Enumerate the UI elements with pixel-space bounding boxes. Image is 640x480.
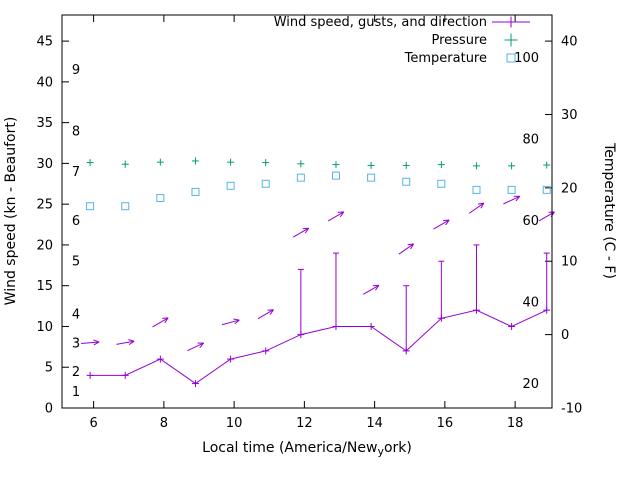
fahrenheit-scale-label: 80 bbox=[522, 132, 539, 147]
y-right-axis-title: Temperature (C - F) bbox=[601, 142, 617, 279]
wind-direction-arrowhead bbox=[267, 309, 274, 311]
x-tick-label: 8 bbox=[160, 416, 168, 431]
y-left-tick-label: 30 bbox=[36, 157, 53, 172]
wind-direction-arrow bbox=[81, 341, 100, 345]
wind-direction-arrow bbox=[398, 243, 414, 255]
y-right-tick-label: 10 bbox=[561, 255, 578, 270]
y-left-tick-label: 15 bbox=[36, 279, 53, 294]
beaufort-scale-label: 6 bbox=[72, 214, 80, 229]
pressure-legend-label: Pressure bbox=[431, 33, 487, 48]
x-tick-label: 12 bbox=[296, 416, 313, 431]
beaufort-scale-label: 2 bbox=[72, 365, 80, 380]
wind-direction-arrowhead bbox=[128, 339, 135, 342]
wind-direction-arrow bbox=[152, 317, 169, 328]
beaufort-scale-label: 3 bbox=[72, 336, 80, 351]
wind-direction-arrowhead bbox=[445, 219, 450, 226]
wind-direction-arrowhead bbox=[515, 195, 521, 202]
temperature-point-marker bbox=[472, 185, 481, 194]
wind-direction-arrowhead bbox=[164, 317, 169, 324]
y-left-tick-label: 25 bbox=[36, 198, 53, 213]
y-left-tick-label: 5 bbox=[45, 361, 53, 376]
wind-direction-arrowhead bbox=[477, 202, 484, 205]
y-right-tick-label: 30 bbox=[561, 108, 578, 123]
wind-direction-arrowhead bbox=[269, 309, 274, 315]
temperature-point-marker bbox=[156, 194, 165, 203]
wind-direction-arrow bbox=[363, 284, 380, 295]
beaufort-scale-label: 9 bbox=[72, 63, 80, 78]
beaufort-scale-label: 5 bbox=[72, 255, 80, 270]
wind-direction-arrow bbox=[257, 309, 274, 320]
beaufort-scale-label: 4 bbox=[72, 308, 80, 323]
temperature-legend-marker bbox=[506, 53, 516, 63]
wind-legend-label: Wind speed, gusts, and direction bbox=[274, 15, 487, 30]
y-left-tick-label: 35 bbox=[36, 116, 53, 131]
temperature-point-marker bbox=[226, 181, 235, 190]
wind-direction-arrowhead bbox=[480, 202, 485, 209]
temperature-point-marker bbox=[437, 179, 446, 188]
y-right-tick-label: -10 bbox=[561, 402, 582, 417]
wind-direction-arrowhead bbox=[304, 227, 310, 234]
wind-direction-arrow bbox=[292, 227, 309, 238]
wind-direction-arrow bbox=[221, 319, 240, 326]
wind-direction-arrowhead bbox=[410, 243, 415, 250]
temperature-point-marker bbox=[261, 179, 270, 188]
beaufort-scale-label: 8 bbox=[72, 124, 80, 139]
wind-direction-arrowhead bbox=[372, 284, 379, 287]
wind-direction-arrowhead bbox=[162, 317, 169, 319]
x-axis-title: Local time (America/Newyork) bbox=[202, 440, 412, 458]
wind-direction-arrowhead bbox=[233, 318, 240, 321]
temperature-point-marker bbox=[367, 173, 376, 182]
y-right-tick-label: 20 bbox=[561, 181, 578, 196]
wind-direction-arrowhead bbox=[93, 341, 100, 346]
y-left-tick-label: 10 bbox=[36, 320, 53, 335]
wind-direction-arrowhead bbox=[407, 243, 414, 246]
y-left-tick-label: 45 bbox=[36, 35, 53, 50]
wind-direction-arrowhead bbox=[302, 227, 309, 230]
wind-direction-arrowhead bbox=[234, 319, 240, 325]
plot-border bbox=[61, 14, 553, 409]
y-left-tick-label: 20 bbox=[36, 238, 53, 253]
y-left-tick-label: 40 bbox=[36, 75, 53, 90]
wind-direction-arrowhead bbox=[375, 284, 380, 291]
y-left-axis-title: Wind speed (kn - Beaufort) bbox=[3, 117, 19, 306]
beaufort-scale-label: 1 bbox=[72, 385, 80, 400]
y-right-tick-label: 40 bbox=[561, 35, 578, 50]
temperature-point-marker bbox=[507, 185, 516, 194]
wind-direction-arrowhead bbox=[128, 340, 135, 346]
temperature-point-marker bbox=[86, 202, 95, 211]
wind-speed-line bbox=[90, 309, 547, 385]
temperature-point-marker bbox=[331, 171, 340, 180]
y-right-tick-label: 0 bbox=[561, 328, 569, 343]
wind-direction-arrowhead bbox=[339, 211, 345, 218]
wind-direction-arrow bbox=[116, 340, 135, 345]
fahrenheit-scale-label: 40 bbox=[522, 296, 539, 311]
temperature-point-marker bbox=[542, 185, 551, 194]
x-tick-label: 10 bbox=[226, 416, 243, 431]
wind-direction-arrowhead bbox=[443, 219, 450, 222]
wind-direction-arrowhead bbox=[93, 339, 100, 343]
wind-direction-arrow bbox=[468, 202, 485, 214]
temperature-point-marker bbox=[402, 177, 411, 186]
wind-direction-arrowhead bbox=[199, 342, 205, 348]
fahrenheit-scale-label: 100 bbox=[514, 51, 539, 66]
beaufort-scale-label: 7 bbox=[72, 165, 80, 180]
temperature-point-marker bbox=[191, 187, 200, 196]
wind-direction-arrow bbox=[327, 211, 345, 222]
x-tick-label: 6 bbox=[89, 416, 97, 431]
y-left-tick-label: 0 bbox=[45, 402, 53, 417]
wind-direction-arrow bbox=[503, 195, 520, 205]
x-tick-label: 14 bbox=[366, 416, 383, 431]
x-tick-label: 18 bbox=[507, 416, 524, 431]
temperature-legend-label: Temperature bbox=[404, 51, 487, 66]
fahrenheit-scale-label: 60 bbox=[522, 214, 539, 229]
wind-direction-arrowhead bbox=[337, 211, 344, 213]
x-tick-label: 16 bbox=[437, 416, 454, 431]
temperature-point-marker bbox=[121, 202, 130, 211]
temperature-point-marker bbox=[296, 173, 305, 182]
wind-direction-arrow bbox=[187, 342, 204, 352]
wind-direction-arrow bbox=[433, 219, 450, 230]
fahrenheit-scale-label: 20 bbox=[522, 377, 539, 392]
